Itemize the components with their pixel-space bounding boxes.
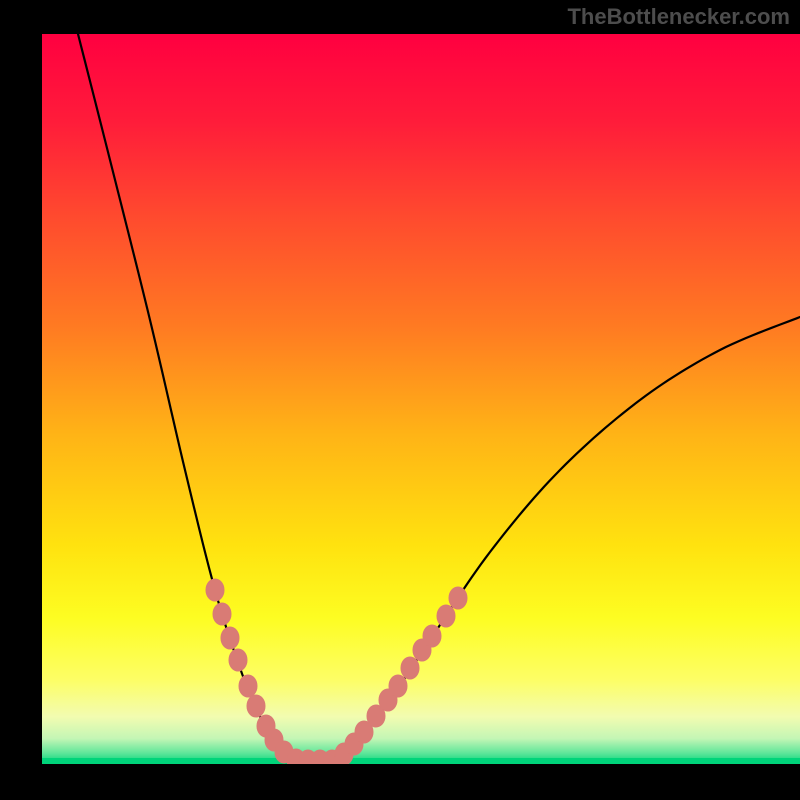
curve-layer <box>0 0 800 800</box>
data-marker <box>239 675 257 697</box>
data-markers <box>206 579 467 772</box>
data-marker <box>247 695 265 717</box>
data-marker <box>221 627 239 649</box>
data-marker <box>401 657 419 679</box>
bottleneck-curve <box>78 34 800 761</box>
data-marker <box>437 605 455 627</box>
data-marker <box>229 649 247 671</box>
chart-container: TheBottlenecker.com <box>0 0 800 800</box>
watermark-text: TheBottlenecker.com <box>567 4 790 30</box>
data-marker <box>389 675 407 697</box>
data-marker <box>206 579 224 601</box>
data-marker <box>449 587 467 609</box>
data-marker <box>213 603 231 625</box>
data-marker <box>423 625 441 647</box>
